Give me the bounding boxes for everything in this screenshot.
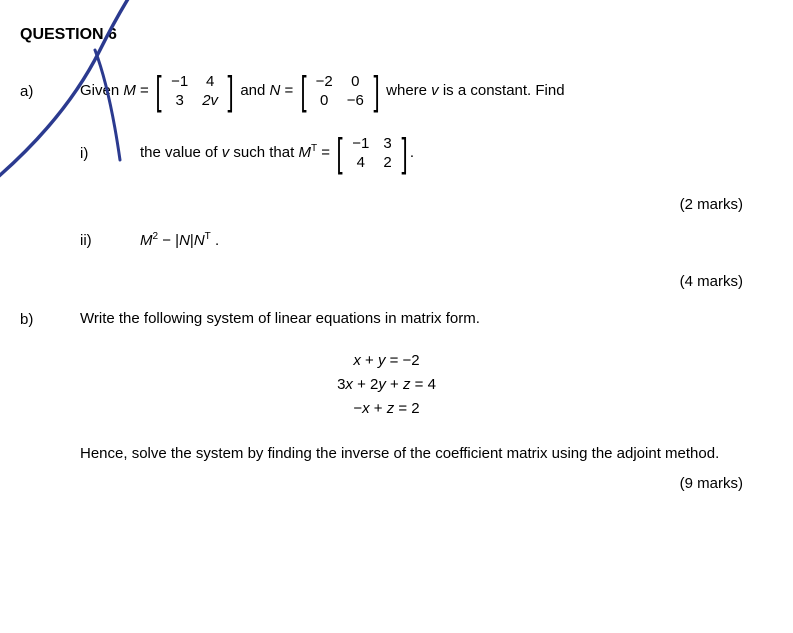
- n-12: 0: [340, 72, 371, 91]
- aii-dot: .: [211, 232, 219, 249]
- ai-text2: such that: [229, 144, 298, 161]
- part-b-label: b): [20, 311, 80, 328]
- eq-1: x + y = −2: [20, 349, 753, 373]
- equation-block: x + y = −2 3x + 2y + z = 4 −x + z = 2: [20, 349, 753, 421]
- m-11: −1: [164, 72, 195, 91]
- part-a-ii-label: ii): [80, 232, 140, 249]
- eq2: =: [280, 82, 297, 99]
- matrix-mt: [ −13 42 ]: [334, 134, 410, 172]
- n-22: −6: [340, 91, 371, 110]
- m-12: 4: [195, 72, 225, 91]
- where-text: where: [386, 82, 431, 99]
- m-symbol: M: [123, 82, 136, 99]
- aii-n2: N: [194, 232, 205, 249]
- ai-eq: =: [317, 144, 334, 161]
- m-21: 3: [164, 91, 195, 110]
- marks-a-ii: (4 marks): [20, 273, 753, 290]
- m-22: 2v: [195, 91, 225, 110]
- ai-text1: the value of: [140, 144, 222, 161]
- part-b-line1: Write the following system of linear equ…: [80, 308, 753, 331]
- part-a-i-content: the value of v such that MT = [ −13 42 ]…: [140, 134, 753, 172]
- part-a-ii-row: ii) M2 − |N|NT .: [20, 231, 753, 249]
- eq1: =: [136, 82, 153, 99]
- aii-m: M: [140, 232, 153, 249]
- ai-mt: M: [298, 144, 311, 161]
- part-a-i-row: i) the value of v such that MT = [ −13 4…: [20, 134, 753, 172]
- eq-3: −x + z = 2: [20, 397, 753, 421]
- aii-n1: N: [179, 232, 190, 249]
- question-title: QUESTION 6: [20, 26, 753, 44]
- marks-a-i: (2 marks): [20, 196, 753, 213]
- eq-2: 3x + 2y + z = 4: [20, 373, 753, 397]
- matrix-m: [ −14 32v ]: [153, 72, 236, 110]
- mt-22: 2: [376, 153, 398, 172]
- and-text: and: [240, 82, 269, 99]
- part-a-i-label: i): [80, 145, 140, 162]
- n-symbol: N: [270, 82, 281, 99]
- ai-dot: .: [410, 144, 414, 161]
- mt-21: 4: [345, 153, 376, 172]
- mt-12: 3: [376, 134, 398, 153]
- marks-b: (9 marks): [20, 475, 753, 492]
- mt-11: −1: [345, 134, 376, 153]
- v-symbol: v: [431, 82, 439, 99]
- part-a-label: a): [20, 83, 80, 100]
- part-a-row: a) Given M = [ −14 32v ] and N = [ −20 0…: [20, 72, 753, 110]
- n-21: 0: [309, 91, 340, 110]
- part-b-row: b) Write the following system of linear …: [20, 308, 753, 331]
- matrix-n: [ −20 0−6 ]: [298, 72, 382, 110]
- tail-text: is a constant. Find: [439, 82, 565, 99]
- part-b-line2: Hence, solve the system by finding the i…: [20, 443, 753, 466]
- given-text: Given: [80, 82, 123, 99]
- part-a-ii-content: M2 − |N|NT .: [140, 231, 753, 249]
- aii-minus: −: [158, 232, 175, 249]
- part-a-content: Given M = [ −14 32v ] and N = [ −20 0−6 …: [80, 72, 753, 110]
- n-11: −2: [309, 72, 340, 91]
